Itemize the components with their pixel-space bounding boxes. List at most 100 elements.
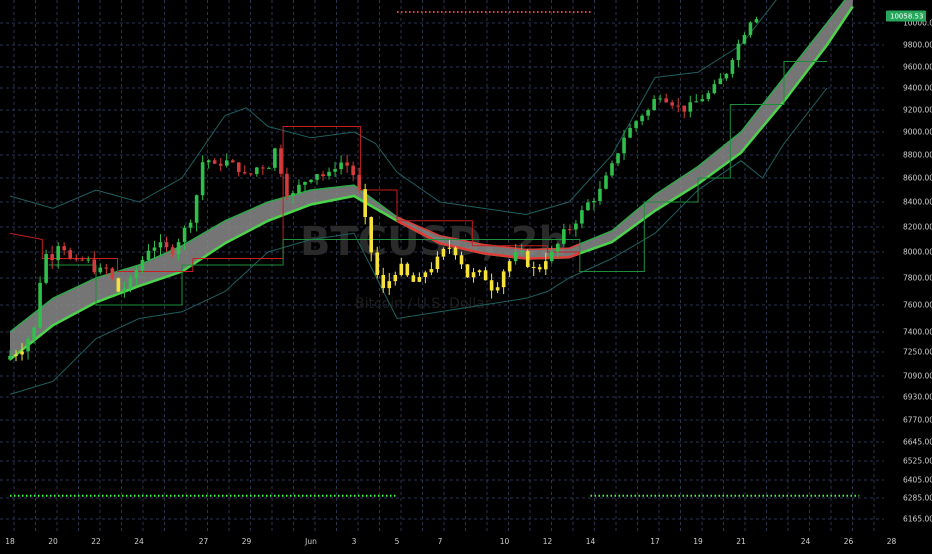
candle-body — [640, 115, 644, 122]
candle-body — [381, 274, 386, 289]
candle-body — [742, 34, 747, 44]
candle-body — [158, 242, 163, 248]
dotted-levels — [10, 11, 860, 497]
candle-body — [399, 263, 404, 275]
ribbon-lower-bearish — [396, 219, 581, 260]
candle-body — [218, 163, 223, 166]
candle-body — [453, 247, 458, 256]
y-tick-label: 9400.00 — [903, 84, 932, 93]
bb-lower-line — [9, 87, 828, 395]
candle-body — [525, 251, 530, 267]
candle-body — [616, 153, 620, 164]
candle-body — [459, 255, 464, 265]
candle-body — [38, 282, 42, 328]
candle-body — [417, 277, 422, 282]
candle-body — [531, 266, 536, 268]
candle-body — [261, 167, 265, 169]
candle-body — [194, 195, 199, 223]
y-tick-label: 6405.00 — [903, 476, 932, 485]
baseline-green — [48, 61, 827, 306]
candle-body — [423, 272, 428, 278]
candle-body — [754, 19, 759, 23]
candle-body — [688, 102, 693, 112]
last-price-badge — [886, 10, 926, 22]
bollinger-bands — [9, 0, 828, 395]
candle-body — [345, 162, 349, 166]
time-axis: 18 20 22 24 27 29 Jun 3 5 7 10 12 14 17 19 21 24 26 28 — [5, 537, 896, 546]
candle-body — [230, 160, 235, 163]
candle-body — [140, 259, 145, 271]
candle-body — [333, 169, 337, 172]
candle-body — [242, 172, 247, 174]
candle-body — [375, 252, 380, 275]
candle-body — [200, 162, 205, 196]
candle-body — [273, 148, 277, 168]
candle-body — [586, 202, 590, 211]
candle-body — [706, 93, 711, 100]
x-tick-label: 24 — [801, 537, 811, 546]
baseline-red — [9, 126, 580, 272]
candle-body — [80, 259, 85, 261]
candle-body — [14, 354, 18, 356]
y-tick-label: 8800.00 — [903, 151, 932, 160]
candle-body — [435, 256, 440, 270]
candle-body — [363, 189, 367, 218]
x-tick-label: Jun — [304, 537, 317, 546]
candle-body — [20, 351, 24, 355]
y-tick-label: 8000.00 — [903, 248, 932, 257]
candle-body — [279, 148, 283, 174]
x-tick-label: 19 — [693, 537, 703, 546]
y-tick-label: 7090.00 — [903, 372, 932, 381]
candle-body — [543, 261, 548, 270]
candle-body — [562, 229, 566, 244]
last-price-tag: 10058.53 — [886, 10, 926, 22]
candle-body — [86, 259, 91, 261]
candle-body — [628, 127, 632, 138]
candle-body — [694, 101, 699, 103]
candle-body — [664, 98, 668, 103]
candle-body — [537, 267, 542, 270]
y-tick-label: 6770.00 — [903, 416, 932, 425]
candle-body — [465, 264, 470, 278]
candle-body — [501, 271, 506, 288]
candle-body — [622, 137, 626, 154]
candle-body — [700, 99, 705, 102]
candle-body — [489, 280, 494, 291]
candle-body — [339, 162, 343, 170]
candle-body — [483, 270, 488, 281]
candle-body — [471, 272, 476, 278]
price-axis-background — [884, 0, 932, 550]
baseline-steps — [9, 61, 827, 306]
candle-body — [44, 254, 48, 283]
y-tick-label: 9000.00 — [903, 128, 932, 137]
y-tick-label: 6930.00 — [903, 393, 932, 402]
candle-body — [393, 274, 398, 282]
candle-body — [652, 99, 656, 111]
candle-body — [447, 247, 452, 249]
candle-body — [477, 270, 482, 273]
candle-body — [712, 84, 717, 94]
candle-body — [56, 246, 60, 261]
x-tick-label: 7 — [438, 537, 443, 546]
x-tick-label: 10 — [500, 537, 510, 546]
candle-body — [26, 339, 30, 352]
y-tick-label: 9800.00 — [903, 41, 932, 50]
candle-body — [116, 278, 121, 292]
ema-ribbon — [9, 0, 854, 361]
x-tick-label: 12 — [543, 537, 553, 546]
candles — [8, 16, 759, 362]
x-tick-label: 18 — [5, 537, 15, 546]
y-tick-label: 6645.00 — [903, 438, 932, 447]
candle-body — [327, 171, 331, 177]
candle-body — [748, 22, 753, 35]
candle-body — [164, 242, 169, 248]
candle-body — [598, 188, 602, 201]
candle-body — [556, 243, 560, 252]
candle-body — [8, 355, 12, 360]
x-tick-label: 14 — [586, 537, 596, 546]
candle-body — [249, 173, 253, 175]
candle-body — [550, 251, 554, 262]
candle-body — [303, 182, 307, 185]
x-tick-label: 27 — [199, 537, 209, 546]
